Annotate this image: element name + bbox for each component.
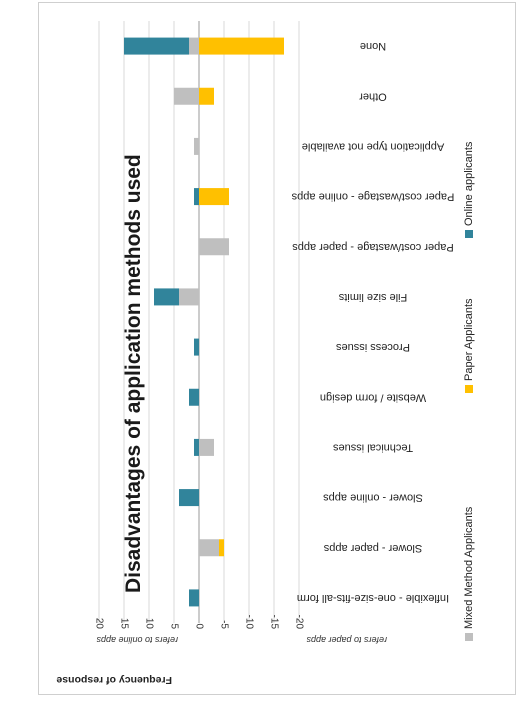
bar-segment	[199, 238, 229, 256]
category-label: Application type not available	[302, 141, 444, 153]
bar-segment	[179, 489, 199, 507]
bar-segment	[174, 87, 199, 105]
category-label: Slower - paper apps	[323, 542, 422, 554]
online-side-note: refers to online apps	[96, 635, 178, 645]
legend-item-online: Online applicants	[463, 142, 475, 238]
legend-swatch-online	[465, 230, 473, 238]
bar-segment	[194, 338, 199, 356]
category-label: Paper cost/wastage - paper apps	[292, 241, 454, 253]
bar-segment	[179, 288, 199, 306]
bar-segment	[124, 37, 189, 55]
category-label: Website / form design	[320, 391, 426, 403]
bar-segment	[199, 87, 214, 105]
x-axis-label: Frequency of response	[56, 674, 172, 686]
bar-segment	[199, 539, 219, 557]
bar-segment	[194, 438, 199, 456]
bar-chart: 20 15 10 5 0 -5 -10 -15 -20 Inflexible - one-size…	[93, 21, 454, 630]
chart-frame: 20 15 10 5 0 -5 -10 -15 -20 Inflexible - one-size…	[38, 2, 516, 695]
x-tick-label: -5	[218, 620, 229, 629]
legend-item-mixed: Mixed Method Applicants	[463, 507, 475, 641]
legend-swatch-paper	[465, 385, 473, 393]
bar-segment	[219, 539, 224, 557]
x-tick-label: -10	[243, 615, 254, 630]
bar-segment	[199, 188, 229, 206]
category-label: Paper cost/wastage - online apps	[291, 191, 454, 203]
category-label: None	[360, 40, 386, 52]
bar-segment	[189, 37, 199, 55]
x-tick-label: -15	[268, 615, 279, 630]
bar-segment	[199, 438, 214, 456]
bar-segment	[194, 137, 199, 155]
category-label: Technical issues	[332, 442, 413, 454]
x-tick-label: -20	[293, 615, 304, 630]
x-tick-label: 0	[193, 623, 204, 629]
legend-label-online: Online applicants	[463, 141, 475, 226]
bar-segment	[194, 188, 199, 206]
x-tick-label: 20	[93, 618, 104, 630]
category-label: Slower - online apps	[323, 492, 423, 504]
category-label: Inflexible - one-size-fits-all form	[297, 592, 449, 604]
x-tick-label: 5	[168, 623, 179, 629]
bar-segment	[199, 37, 284, 55]
category-label: Other	[359, 90, 387, 102]
bar-segment	[189, 388, 199, 406]
x-tick-label: 15	[118, 618, 129, 630]
bar-segment	[189, 589, 199, 607]
legend-swatch-mixed	[465, 633, 473, 641]
paper-side-note: refers to paper apps	[306, 635, 387, 645]
legend-label-paper: Paper Applicants	[463, 298, 475, 381]
legend-label-mixed: Mixed Method Applicants	[463, 506, 475, 629]
bar-segment	[154, 288, 179, 306]
x-tick-label: 10	[143, 618, 154, 630]
category-label: Process issues	[336, 341, 410, 353]
legend-item-paper: Paper Applicants	[463, 298, 475, 393]
chart-title: Disadvantages of application methods use…	[122, 154, 145, 593]
category-label: File size limits	[338, 291, 407, 303]
